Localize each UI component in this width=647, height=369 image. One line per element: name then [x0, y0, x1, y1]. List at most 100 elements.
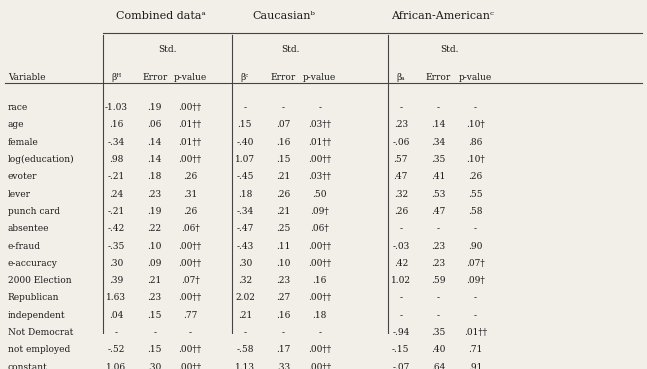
- Text: .24: .24: [109, 190, 123, 199]
- Text: -: -: [437, 293, 440, 303]
- Text: .18: .18: [237, 190, 252, 199]
- Text: -: -: [437, 311, 440, 320]
- Text: .23: .23: [276, 276, 291, 285]
- Text: 2.02: 2.02: [235, 293, 255, 303]
- Text: .32: .32: [394, 190, 408, 199]
- Text: -.35: -.35: [107, 242, 125, 251]
- Text: .26: .26: [393, 207, 408, 216]
- Text: Caucasianᵇ: Caucasianᵇ: [252, 11, 315, 21]
- Text: .10: .10: [148, 242, 162, 251]
- Text: p-value: p-value: [459, 73, 492, 82]
- Text: .30: .30: [148, 363, 162, 369]
- Text: .86: .86: [468, 138, 483, 146]
- Text: .00††: .00††: [179, 363, 202, 369]
- Text: .23: .23: [148, 293, 162, 303]
- Text: .26: .26: [276, 190, 291, 199]
- Text: race: race: [8, 103, 28, 112]
- Text: .16: .16: [109, 120, 123, 129]
- Text: .26: .26: [183, 207, 197, 216]
- Text: -.07: -.07: [392, 363, 410, 369]
- Text: -: -: [243, 103, 247, 112]
- Text: .53: .53: [431, 190, 445, 199]
- Text: .14: .14: [148, 155, 162, 164]
- Text: .06†: .06†: [181, 224, 199, 233]
- Text: independent: independent: [8, 311, 65, 320]
- Text: .64: .64: [431, 363, 445, 369]
- Text: -.34: -.34: [107, 138, 125, 146]
- Text: absentee: absentee: [8, 224, 49, 233]
- Text: e-accuracy: e-accuracy: [8, 259, 58, 268]
- Text: .35: .35: [431, 155, 445, 164]
- Text: .39: .39: [109, 276, 123, 285]
- Text: -: -: [189, 328, 192, 337]
- Text: .21: .21: [238, 311, 252, 320]
- Text: .00††: .00††: [179, 155, 202, 164]
- Text: .59: .59: [431, 276, 445, 285]
- Text: .15: .15: [237, 120, 252, 129]
- Text: .15: .15: [276, 155, 291, 164]
- Text: -: -: [153, 328, 156, 337]
- Text: .34: .34: [431, 138, 445, 146]
- Text: .47: .47: [431, 207, 445, 216]
- Text: African-Americanᶜ: African-Americanᶜ: [391, 11, 494, 21]
- Text: -: -: [474, 224, 477, 233]
- Text: .98: .98: [109, 155, 123, 164]
- Text: .16: .16: [313, 276, 327, 285]
- Text: -.03: -.03: [392, 242, 410, 251]
- Text: .58: .58: [468, 207, 483, 216]
- Text: -: -: [474, 103, 477, 112]
- Text: -: -: [243, 328, 247, 337]
- Text: .22: .22: [148, 224, 162, 233]
- Text: -: -: [399, 103, 402, 112]
- Text: .55: .55: [468, 190, 483, 199]
- Text: .00††: .00††: [308, 155, 331, 164]
- Text: .21: .21: [276, 172, 291, 181]
- Text: .10†: .10†: [466, 120, 485, 129]
- Text: .14: .14: [148, 138, 162, 146]
- Text: .21: .21: [276, 207, 291, 216]
- Text: 1.06: 1.06: [106, 363, 126, 369]
- Text: .00††: .00††: [308, 259, 331, 268]
- Text: 2000 Election: 2000 Election: [8, 276, 71, 285]
- Text: .15: .15: [148, 311, 162, 320]
- Text: constant: constant: [8, 363, 48, 369]
- Text: .91: .91: [468, 363, 483, 369]
- Text: .07: .07: [276, 120, 291, 129]
- Text: Std.: Std.: [159, 45, 177, 54]
- Text: βᴴ: βᴴ: [111, 73, 121, 82]
- Text: .01††: .01††: [179, 138, 202, 146]
- Text: -.94: -.94: [392, 328, 410, 337]
- Text: Error: Error: [426, 73, 451, 82]
- Text: .26: .26: [468, 172, 483, 181]
- Text: lever: lever: [8, 190, 31, 199]
- Text: .00††: .00††: [179, 259, 202, 268]
- Text: .10†: .10†: [466, 155, 485, 164]
- Text: .03††: .03††: [308, 120, 331, 129]
- Text: .42: .42: [393, 259, 408, 268]
- Text: punch card: punch card: [8, 207, 60, 216]
- Text: -: -: [474, 311, 477, 320]
- Text: .90: .90: [468, 242, 483, 251]
- Text: Error: Error: [271, 73, 296, 82]
- Text: e-fraud: e-fraud: [8, 242, 41, 251]
- Text: -: -: [474, 293, 477, 303]
- Text: age: age: [8, 120, 25, 129]
- Text: -: -: [437, 103, 440, 112]
- Text: Combined dataᵃ: Combined dataᵃ: [116, 11, 206, 21]
- Text: .33: .33: [276, 363, 291, 369]
- Text: -.47: -.47: [236, 224, 254, 233]
- Text: .31: .31: [183, 190, 197, 199]
- Text: .00††: .00††: [308, 345, 331, 355]
- Text: .40: .40: [431, 345, 445, 355]
- Text: -: -: [399, 224, 402, 233]
- Text: -: -: [318, 103, 321, 112]
- Text: Variable: Variable: [8, 73, 45, 82]
- Text: .23: .23: [148, 190, 162, 199]
- Text: -: -: [282, 328, 285, 337]
- Text: .07†: .07†: [466, 259, 485, 268]
- Text: -: -: [115, 328, 118, 337]
- Text: .30: .30: [109, 259, 123, 268]
- Text: 1.13: 1.13: [235, 363, 255, 369]
- Text: .01††: .01††: [179, 120, 202, 129]
- Text: -.15: -.15: [392, 345, 410, 355]
